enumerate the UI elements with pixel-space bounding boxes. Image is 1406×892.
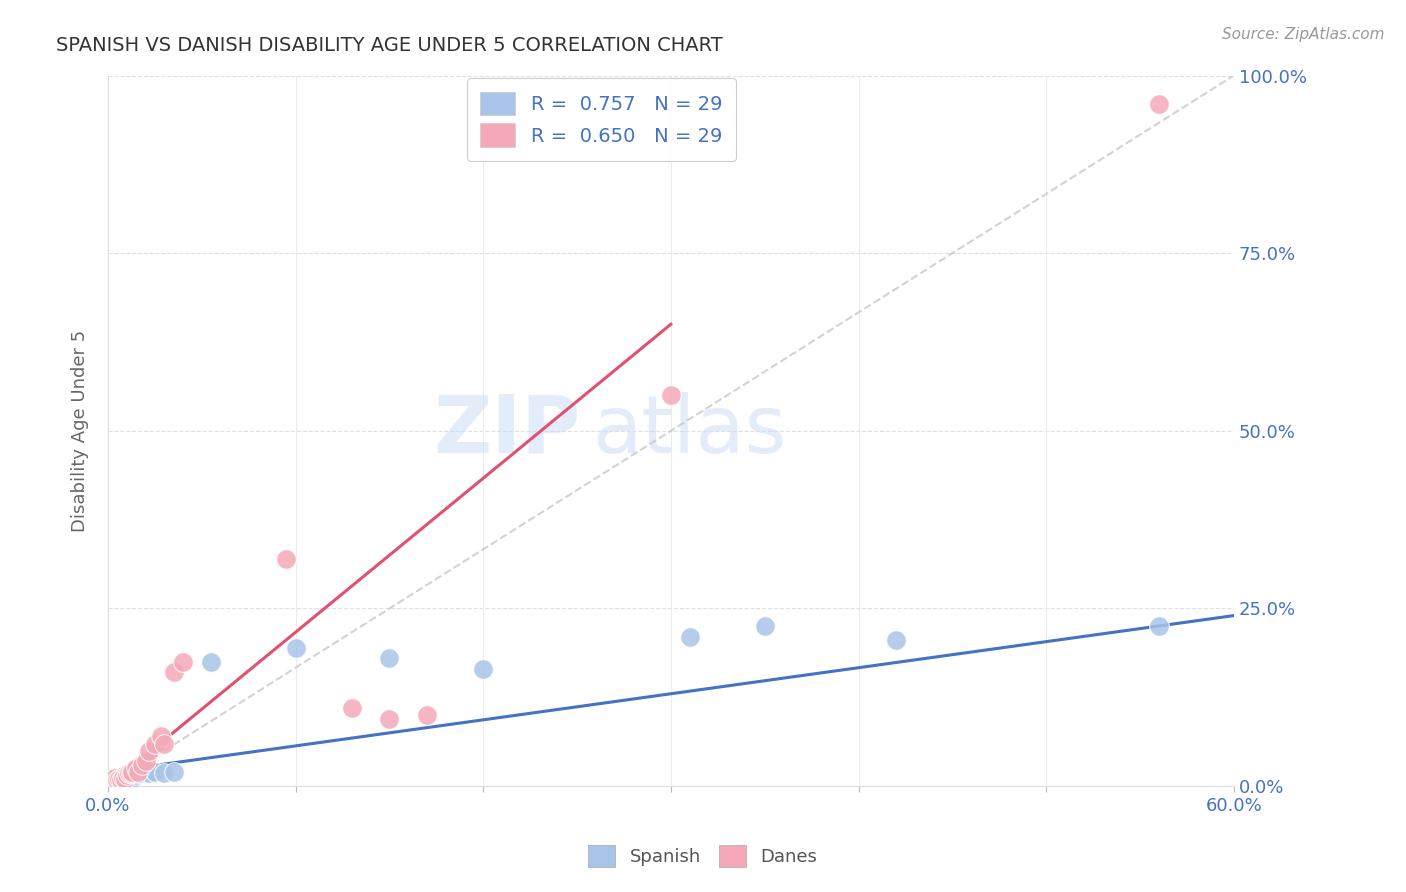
Point <box>149 730 172 744</box>
Point <box>163 764 186 779</box>
Point <box>120 768 142 782</box>
Point <box>98 775 121 789</box>
Point <box>104 773 127 788</box>
Point <box>100 772 122 786</box>
Point <box>110 773 132 788</box>
Point <box>117 771 139 785</box>
Point <box>104 771 127 785</box>
Point <box>103 775 125 789</box>
Point <box>138 766 160 780</box>
Point <box>200 655 222 669</box>
Point <box>117 766 139 780</box>
Point <box>121 764 143 779</box>
Point <box>115 768 138 782</box>
Legend: Spanish, Danes: Spanish, Danes <box>581 838 825 874</box>
Point <box>108 772 131 786</box>
Text: ZIP: ZIP <box>433 392 581 470</box>
Point <box>110 775 132 789</box>
Point <box>120 766 142 780</box>
Point <box>111 771 134 785</box>
Point <box>125 768 148 782</box>
Point <box>1147 619 1170 633</box>
Point <box>378 651 401 665</box>
Point <box>121 772 143 786</box>
Point <box>884 633 907 648</box>
Point <box>131 757 153 772</box>
Point <box>153 766 176 780</box>
Point <box>679 630 702 644</box>
Point <box>127 764 149 779</box>
Point <box>103 775 125 789</box>
Point <box>105 773 128 788</box>
Point <box>1147 97 1170 112</box>
Point <box>134 754 156 768</box>
Point <box>754 619 776 633</box>
Point <box>127 766 149 780</box>
Legend: R =  0.757   N = 29, R =  0.650   N = 29: R = 0.757 N = 29, R = 0.650 N = 29 <box>467 78 735 161</box>
Point <box>163 665 186 680</box>
Point <box>131 766 153 780</box>
Point <box>114 775 136 789</box>
Point <box>416 708 439 723</box>
Point <box>115 772 138 786</box>
Point <box>105 775 128 789</box>
Point <box>98 775 121 789</box>
Y-axis label: Disability Age Under 5: Disability Age Under 5 <box>72 330 89 532</box>
Point <box>100 775 122 789</box>
Point <box>114 772 136 786</box>
Point <box>153 737 176 751</box>
Point <box>284 640 307 655</box>
Point <box>378 712 401 726</box>
Point <box>172 655 194 669</box>
Text: atlas: atlas <box>592 392 786 470</box>
Point <box>125 761 148 775</box>
Point <box>143 764 166 779</box>
Point <box>472 662 495 676</box>
Point <box>111 773 134 788</box>
Point <box>143 737 166 751</box>
Point <box>108 775 131 789</box>
Point <box>138 743 160 757</box>
Point <box>134 764 156 779</box>
Text: Source: ZipAtlas.com: Source: ZipAtlas.com <box>1222 27 1385 42</box>
Point <box>276 551 298 566</box>
Text: SPANISH VS DANISH DISABILITY AGE UNDER 5 CORRELATION CHART: SPANISH VS DANISH DISABILITY AGE UNDER 5… <box>56 36 723 54</box>
Point <box>659 388 682 402</box>
Point <box>340 701 363 715</box>
